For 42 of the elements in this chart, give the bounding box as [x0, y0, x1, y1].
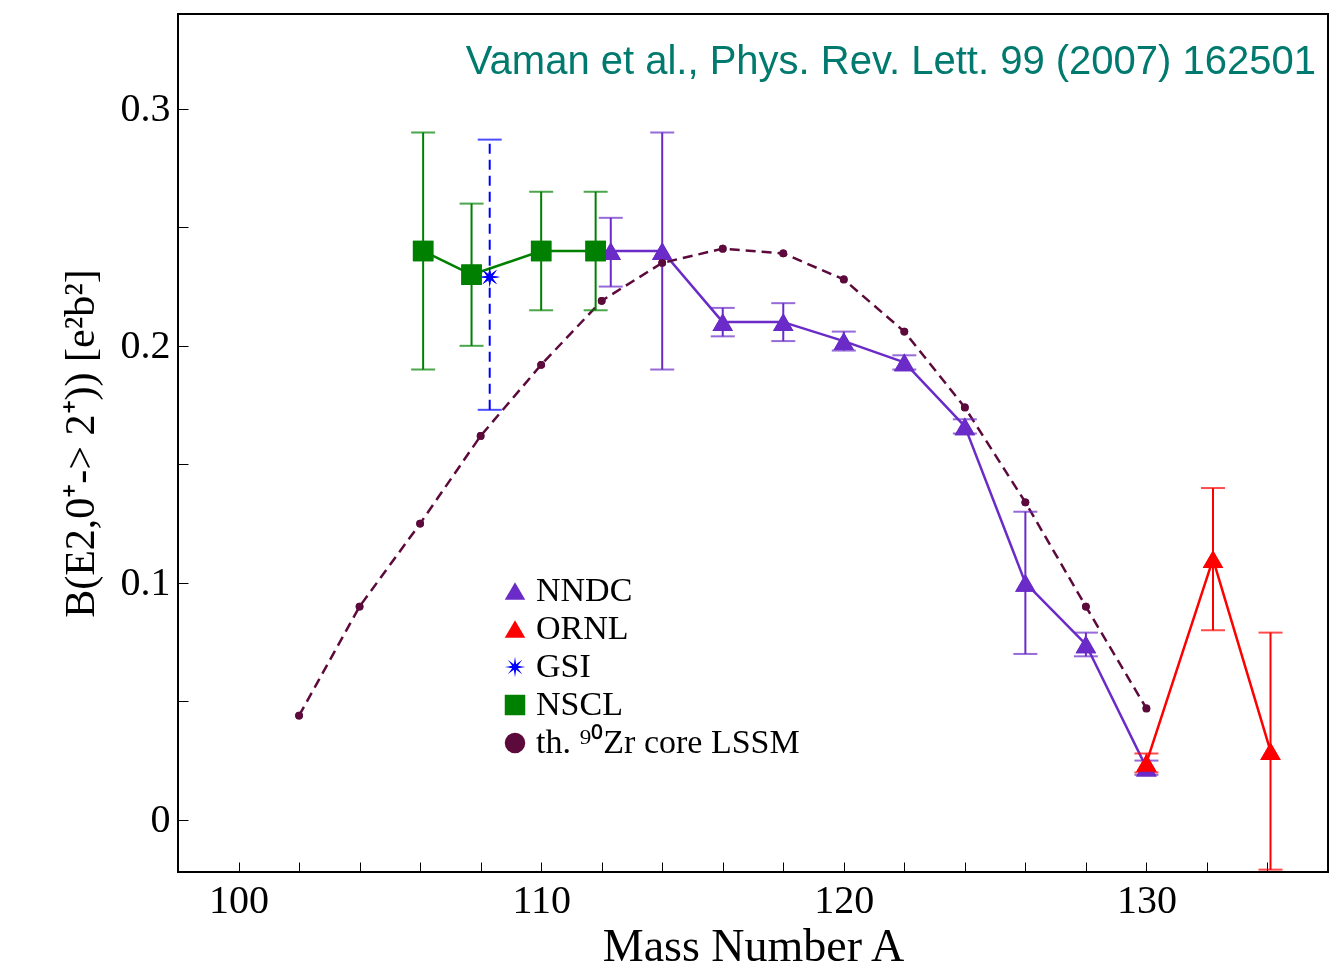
legend-label: GSI: [536, 647, 591, 684]
point: [773, 313, 794, 331]
point: [461, 264, 482, 285]
point: [479, 266, 500, 288]
point: [1260, 742, 1281, 760]
point: [1142, 704, 1151, 713]
y-tick-label: 0: [150, 796, 171, 842]
point: [597, 296, 606, 305]
x-tick-label: 130: [1116, 876, 1177, 922]
legend-label: NNDC: [536, 571, 633, 608]
point: [412, 240, 434, 262]
point: [537, 360, 546, 369]
point: [1015, 573, 1036, 592]
point: [712, 313, 733, 331]
point: [295, 711, 303, 720]
y-tick-label: 0.3: [120, 85, 171, 131]
annotation: Vaman et al., Phys. Rev. Lett. 99 (2007) 162501: [465, 38, 1316, 82]
point: [779, 249, 788, 258]
y-axis-title: B(E2,0⁺-> 2⁺)) [e²b²]: [56, 269, 104, 618]
point: [900, 327, 909, 336]
legend-label: ORNL: [536, 609, 629, 646]
x-tick-label: 110: [512, 876, 571, 922]
legend-label: NSCL: [536, 685, 623, 722]
y-tick-label: 0.1: [120, 559, 171, 605]
point: [718, 244, 727, 253]
y-tick-label: 0.2: [120, 322, 171, 368]
x-axis-title: Mass Number A: [602, 919, 905, 971]
x-tick-label: 100: [209, 876, 270, 922]
x-tick-label: 120: [814, 876, 875, 922]
point: [585, 240, 606, 262]
point: [839, 275, 848, 284]
legend-label: th. ⁹⁰Zr core LSSM: [536, 723, 800, 760]
point: [416, 519, 424, 528]
point: [530, 240, 552, 262]
point: [651, 242, 673, 260]
point: [476, 432, 485, 440]
point: [658, 259, 667, 267]
point: [1202, 550, 1224, 569]
point: [960, 403, 969, 412]
point: [1021, 498, 1030, 507]
point: [1082, 602, 1090, 611]
point: [355, 602, 364, 611]
